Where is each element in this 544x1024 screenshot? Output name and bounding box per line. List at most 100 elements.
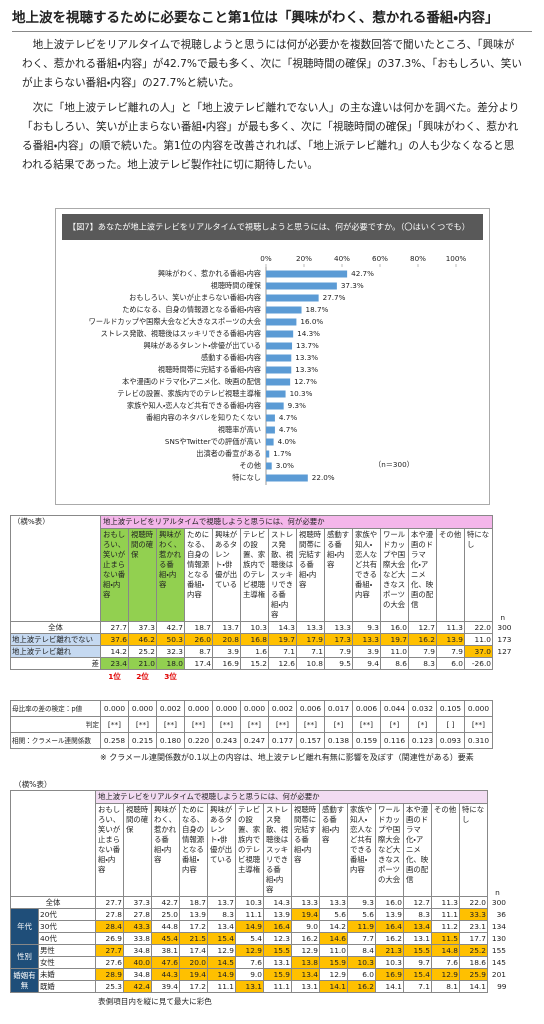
cell: 9.0	[235, 968, 264, 981]
category-label: 興味がわく、惹かれる番組・内容	[158, 269, 261, 278]
cell: 18.7	[184, 621, 213, 634]
cell: 7.1	[268, 645, 297, 658]
cell: [**]	[352, 715, 381, 733]
cell: 13.4	[207, 920, 236, 933]
n-cell: 127	[497, 647, 512, 656]
cell: 13.9	[179, 908, 208, 921]
bar	[266, 474, 308, 482]
row-label: 40代	[38, 932, 96, 945]
cell: 0.000	[100, 699, 129, 717]
column-header: 視聴時間帯に完結する番組・内容	[296, 528, 325, 622]
column-header: その他	[431, 803, 460, 897]
cell: 22.0	[459, 896, 488, 909]
blank	[488, 791, 508, 804]
value-label: 13.7%	[296, 341, 319, 350]
cell: 13.8	[291, 956, 320, 969]
row-label: 女性	[38, 956, 96, 969]
cell: 25.2	[128, 645, 157, 658]
cell: 0.258	[100, 731, 129, 749]
cell: 19.7	[380, 633, 409, 646]
bar	[266, 462, 272, 470]
bar	[266, 426, 275, 434]
blank	[11, 682, 513, 700]
blank	[493, 716, 513, 732]
header-row: おもしろい、笑いが止まらない番組・内容 視聴時間の確保 興味がわく、惹かれる番組・内…	[11, 803, 508, 897]
cell: 42.7	[156, 621, 185, 634]
cell: 13.3	[324, 621, 353, 634]
blank	[493, 658, 513, 670]
cell: 27.6	[95, 956, 124, 969]
cell: 27.8	[95, 908, 124, 921]
cell: 14.5	[207, 956, 236, 969]
cell: 19.4	[179, 968, 208, 981]
cell: 16.9	[375, 968, 404, 981]
cell: 18.0	[156, 657, 185, 670]
spacer	[11, 682, 513, 700]
column-header: 視聴時間の確保	[128, 528, 157, 622]
value-label: 14.3%	[297, 329, 320, 338]
cell: 16.2	[375, 932, 404, 945]
diff-row: 差 23.4 21.0 18.0 17.4 16.9 15.2 12.6 10.8 9.5 9.4 8…	[10, 657, 513, 670]
cell: 0.215	[128, 731, 157, 749]
cell: 7.1	[403, 980, 432, 993]
bar	[266, 270, 348, 278]
cell: 16.2	[347, 980, 376, 993]
cell: 14.3	[263, 896, 292, 909]
bar	[266, 294, 319, 302]
paragraph: 地上波テレビをリアルタイムで視聴しようと思うには何が必要かを複数回答で聞いたとこ…	[22, 39, 522, 89]
bar	[266, 318, 297, 326]
category-label: 家族や知人・恋人など共有できる番組・内容	[127, 401, 261, 410]
cell: 11.1	[431, 908, 460, 921]
cell: 6.0	[347, 968, 376, 981]
cell: 0.000	[128, 699, 157, 717]
cell: 46.2	[128, 633, 157, 646]
cell: 13.9	[436, 633, 465, 646]
column-header: 本や漫画のドラマ化・アニメ化、映画の配信	[408, 528, 437, 622]
cell: 0.093	[436, 731, 465, 749]
cell: 8.4	[347, 944, 376, 957]
chart-header	[62, 214, 483, 240]
table-footnote: 表側項目内を縦に見て最大に彩色	[98, 997, 212, 1006]
cell: 45.4	[151, 932, 180, 945]
cell: 20.0	[179, 956, 208, 969]
cell: 44.3	[151, 968, 180, 981]
cell: 26.9	[95, 932, 124, 945]
group-label: 性別	[10, 944, 39, 969]
value-label: 4.7%	[279, 425, 297, 434]
cell: 13.3	[296, 621, 325, 634]
cell: [ ]	[436, 715, 465, 733]
cell: 13.9	[375, 908, 404, 921]
group-header: 地上波テレビをリアルタイムで視聴しようと思うには、何が必要か	[95, 790, 488, 804]
value-label: 12.7%	[294, 377, 317, 386]
blank	[297, 670, 325, 683]
cell: 25.2	[459, 944, 488, 957]
cell: 25.9	[459, 968, 488, 981]
blank	[241, 670, 269, 683]
cell: 42.7	[151, 896, 180, 909]
cell: 20.8	[212, 633, 241, 646]
table-note: ※ クラメール連関係数が0.1以上の内容は、地上波テレビ離れ有無に影響を及ぼす（…	[100, 753, 474, 762]
cell: 44.8	[151, 920, 180, 933]
cell: 16.9	[212, 657, 241, 670]
x-tick-label: 60%	[372, 254, 388, 263]
rank: 2位	[136, 671, 149, 681]
cell: 28.4	[95, 920, 124, 933]
cell: 0.002	[268, 699, 297, 717]
value-label: 9.3%	[288, 401, 306, 410]
cell: 0.006	[296, 699, 325, 717]
column-header: 興味がわく、惹かれる番組・内容	[156, 528, 185, 622]
cell: 37.0	[464, 645, 493, 658]
cell: 11.3	[436, 621, 465, 634]
cell: 11.2	[431, 920, 460, 933]
corner: （横%表）	[10, 515, 101, 622]
cell: 15.9	[319, 956, 348, 969]
article-title: 地上波を視聴するために必要なこと第1位は「興味がわく、惹かれる番組・内容」	[12, 6, 532, 32]
value-label: 27.7%	[323, 293, 346, 302]
n-cell: 36	[496, 910, 506, 919]
table-corner: （横%表）	[14, 780, 52, 789]
data-row: 婚姻有無 未婚 28.9 34.8 44.3 19.4 14.9 9.0 15.9 13.4 12.…	[10, 968, 508, 993]
cell: 11.3	[431, 896, 460, 909]
cell: [**]	[268, 715, 297, 733]
cell: 17.2	[179, 920, 208, 933]
category-label: 視聴率が高い	[218, 425, 261, 434]
